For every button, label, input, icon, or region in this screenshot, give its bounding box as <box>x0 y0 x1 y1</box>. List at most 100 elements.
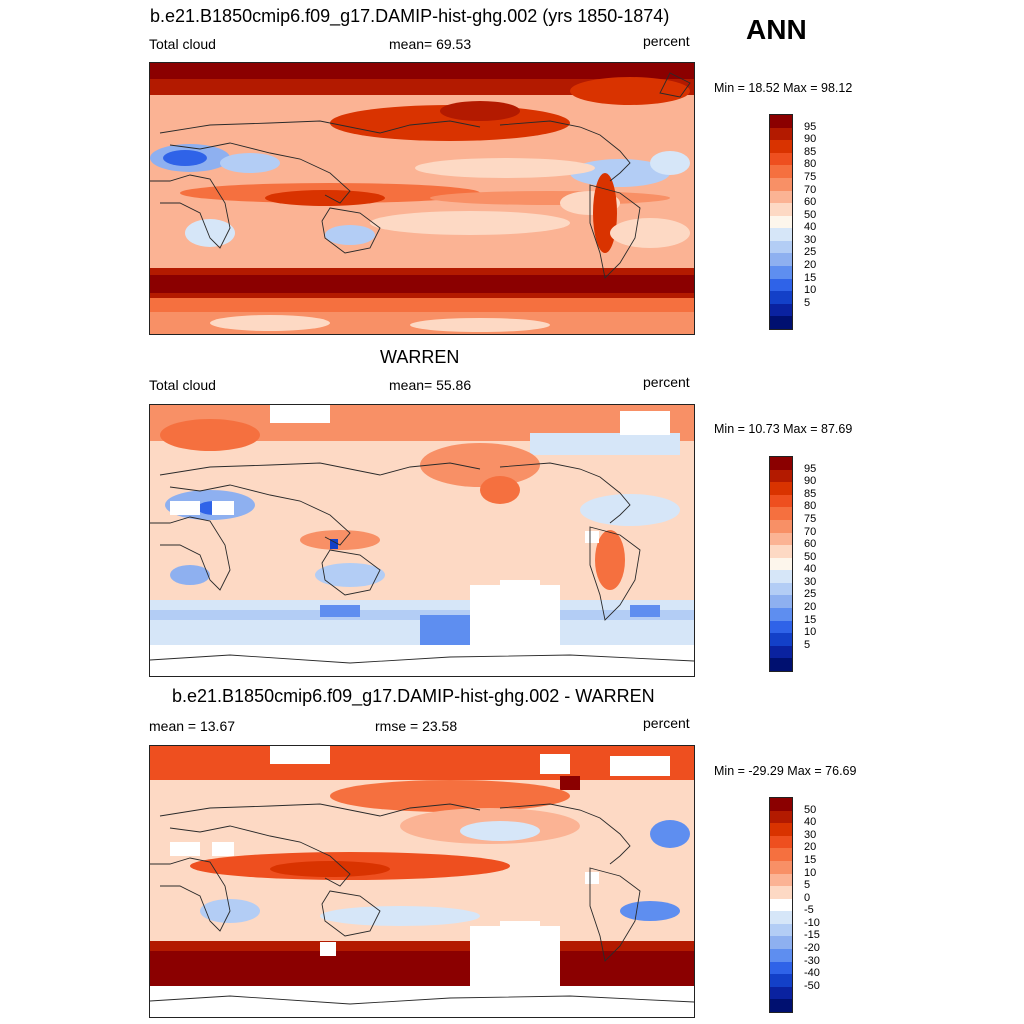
colorbar-box <box>770 545 792 559</box>
season-label: ANN <box>746 14 807 45</box>
colorbar-box <box>770 898 792 912</box>
colorbar-tick-label: 50 <box>804 803 817 816</box>
colorbar-box <box>770 253 792 267</box>
colorbar-box <box>770 823 792 837</box>
colorbar-ticks: 95 90 85 80 75 70 60 50 40 30 25 20 15 10 5 <box>804 114 844 328</box>
colorbar-tick-label: 20 <box>804 601 817 614</box>
colorbar-box <box>770 127 792 141</box>
colorbar-tick-label: 30 <box>804 828 817 841</box>
colorbar-box <box>770 620 792 634</box>
colorbar-box <box>770 177 792 191</box>
colorbar-tick-label: 85 <box>804 487 817 500</box>
min-max-label: Min = 18.52 Max = 98.12 <box>714 81 853 95</box>
colorbar-tick-label: 5 <box>804 638 811 651</box>
map-field <box>150 746 694 1017</box>
colorbar-tick-label: 70 <box>804 525 817 538</box>
colorbar-box <box>770 886 792 900</box>
colorbar-ticks: 95 90 85 80 75 70 60 50 40 30 25 20 15 10 5 <box>804 456 844 670</box>
units-label: percent <box>643 374 690 390</box>
rmse-label: rmse = 23.58 <box>375 718 458 734</box>
colorbar-box <box>770 532 792 546</box>
colorbar-tick-label: 90 <box>804 475 817 488</box>
colorbar-tick-label: 60 <box>804 196 817 209</box>
colorbar-box <box>770 291 792 305</box>
colorbar-box <box>770 228 792 242</box>
colorbar-box <box>770 494 792 508</box>
colorbar-tick-label: 40 <box>804 563 817 576</box>
colorbar-box <box>770 165 792 179</box>
units-label: percent <box>643 33 690 49</box>
colorbar-box <box>770 557 792 571</box>
colorbar-tick-label: 60 <box>804 538 817 551</box>
mean-label: mean = 13.67 <box>149 718 236 734</box>
colorbar-tick-label: -10 <box>804 916 820 929</box>
colorbar-box <box>770 303 792 317</box>
colorbar-tick-label: -15 <box>804 929 820 942</box>
colorbar-box <box>770 115 792 128</box>
field-label: Total cloud <box>149 377 216 393</box>
min-max-label: Min = -29.29 Max = 76.69 <box>714 764 857 778</box>
colorbar-box <box>770 457 792 470</box>
colorbar-box <box>770 190 792 204</box>
map-field <box>150 405 694 676</box>
colorbar-tick-label: 15 <box>804 613 817 626</box>
panel-title: WARREN <box>380 347 460 367</box>
colorbar-tick-label: 10 <box>804 626 817 639</box>
colorbar-box <box>770 860 792 874</box>
colorbar-tick-label: 95 <box>804 120 817 133</box>
colorbar-box <box>770 240 792 254</box>
colorbar-tick-label: 15 <box>804 271 817 284</box>
colorbar-tick-label: 50 <box>804 550 817 563</box>
colorbar-box <box>770 923 792 937</box>
colorbar-diff <box>769 797 793 1013</box>
colorbar-box <box>770 999 792 1013</box>
colorbar-tick-label: 75 <box>804 170 817 183</box>
colorbar-box <box>770 798 792 811</box>
colorbar-box <box>770 658 792 672</box>
colorbar-box <box>770 582 792 596</box>
colorbar-box <box>770 911 792 925</box>
colorbar-tick-label: 40 <box>804 221 817 234</box>
colorbar-box <box>770 986 792 1000</box>
colorbar-tick-label: 90 <box>804 133 817 146</box>
colorbar-box <box>770 215 792 229</box>
colorbar-tick-label: 20 <box>804 841 817 854</box>
mean-label: mean= 55.86 <box>389 377 472 393</box>
colorbar-box <box>770 316 792 330</box>
colorbar-tick-label: 80 <box>804 500 817 513</box>
colorbar-tick-label: 30 <box>804 233 817 246</box>
colorbar-tick-label: 85 <box>804 145 817 158</box>
colorbar-tick-label: 80 <box>804 158 817 171</box>
colorbar-tick-label: 10 <box>804 284 817 297</box>
colorbar-tick-label: 75 <box>804 512 817 525</box>
colorbar-tick-label: 10 <box>804 866 817 879</box>
colorbar-box <box>770 633 792 647</box>
mean-label: mean= 69.53 <box>389 36 472 52</box>
colorbar-box <box>770 873 792 887</box>
map-obs <box>149 404 695 677</box>
colorbar-tick-label: 5 <box>804 879 811 892</box>
colorbar-tick-label: 15 <box>804 853 817 866</box>
colorbar-box <box>770 266 792 280</box>
colorbar-tick-label: -5 <box>804 904 814 917</box>
colorbar-model <box>769 114 793 330</box>
colorbar-tick-label: 5 <box>804 296 811 309</box>
colorbar-tick-label: 70 <box>804 183 817 196</box>
colorbar-tick-label: -30 <box>804 954 820 967</box>
colorbar-box <box>770 974 792 988</box>
min-max-label: Min = 10.73 Max = 87.69 <box>714 422 853 436</box>
colorbar-tick-label: 95 <box>804 462 817 475</box>
colorbar-tick-label: 25 <box>804 246 817 259</box>
colorbar-box <box>770 203 792 217</box>
colorbar-box <box>770 507 792 521</box>
colorbar-tick-label: 50 <box>804 208 817 221</box>
colorbar-tick-label: 0 <box>804 891 811 904</box>
map-diff <box>149 745 695 1018</box>
colorbar-box <box>770 519 792 533</box>
colorbar-box <box>770 278 792 292</box>
colorbar-tick-label: -50 <box>804 979 820 992</box>
colorbar-box <box>770 608 792 622</box>
colorbar-box <box>770 848 792 862</box>
colorbar-box <box>770 936 792 950</box>
colorbar-tick-label: -20 <box>804 942 820 955</box>
